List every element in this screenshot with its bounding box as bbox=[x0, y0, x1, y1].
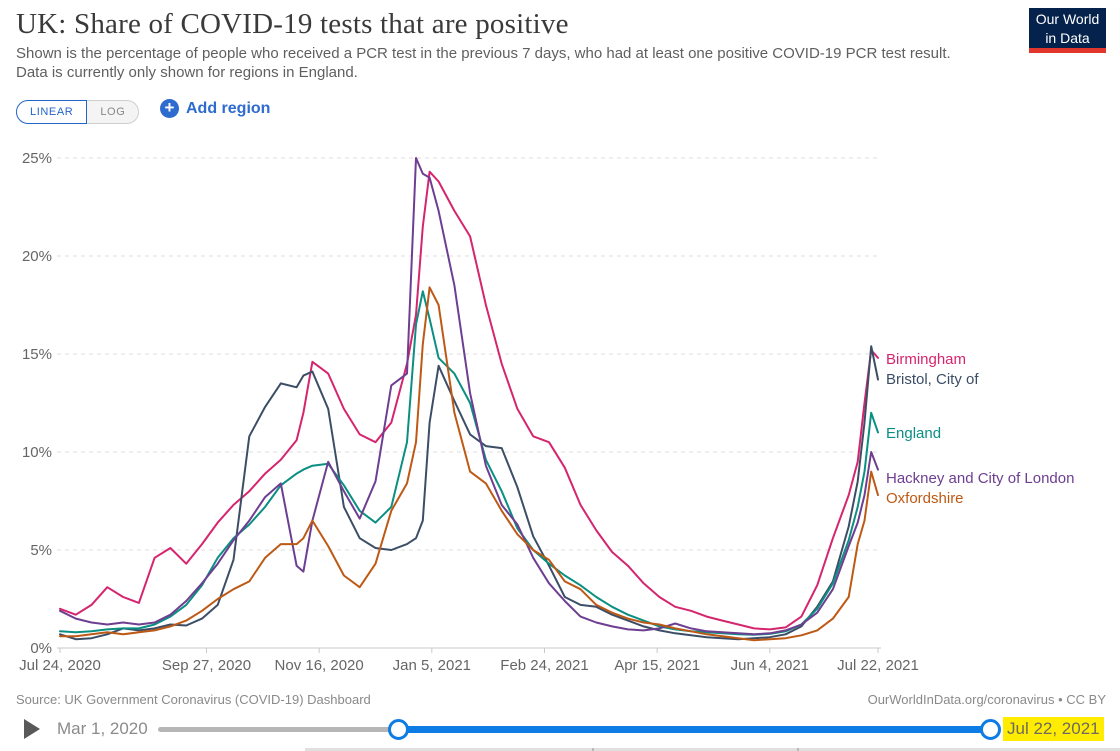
add-region-button[interactable]: Add region bbox=[160, 99, 270, 118]
legend-label-oxfordshire[interactable]: Oxfordshire bbox=[886, 490, 964, 507]
bottom-divider-sep bbox=[797, 748, 799, 751]
timeline-start-handle[interactable] bbox=[388, 719, 409, 740]
scale-toggle: LINEAR LOG bbox=[16, 100, 140, 124]
timeline-track-inactive[interactable] bbox=[158, 727, 398, 732]
legend-label-birmingham[interactable]: Birmingham bbox=[886, 351, 966, 368]
chart-subtitle: Shown is the percentage of people who re… bbox=[16, 44, 1006, 82]
x-axis-tick-label: Jun 4, 2021 bbox=[731, 657, 809, 674]
owid-logo[interactable]: Our World in Data bbox=[1029, 8, 1106, 53]
chart-plot-area[interactable]: 0% 5% 10% 15% 20% 25% Jul 24, 2020 Sep 27, 2020… bbox=[0, 0, 1120, 690]
x-axis-tick-label: Jan 5, 2021 bbox=[393, 657, 471, 674]
y-axis-tick-label: 20% bbox=[22, 248, 52, 265]
source-note: Source: UK Government Coronavirus (COVID… bbox=[16, 692, 371, 707]
x-axis-tick-label: Jul 22, 2021 bbox=[837, 657, 919, 674]
series-line-oxfordshire[interactable] bbox=[59, 286, 879, 642]
timeline-track-active[interactable] bbox=[397, 726, 989, 733]
timeline-start-date: Mar 1, 2020 bbox=[57, 719, 148, 738]
y-axis-tick-label: 15% bbox=[22, 346, 52, 363]
y-axis-tick-label: 5% bbox=[30, 542, 52, 559]
logo-line-1: Our World bbox=[1035, 11, 1100, 27]
log-scale-button[interactable]: LOG bbox=[87, 100, 140, 124]
series-line-bristol-city-of[interactable] bbox=[59, 345, 879, 641]
play-icon[interactable] bbox=[24, 719, 40, 739]
y-axis-tick-label: 0% bbox=[30, 640, 52, 657]
legend-label-bristol-city-of[interactable]: Bristol, City of bbox=[886, 371, 979, 388]
attribution-link[interactable]: OurWorldInData.org/coronavirus • CC BY bbox=[867, 692, 1106, 707]
linear-scale-button[interactable]: LINEAR bbox=[16, 100, 88, 124]
subtitle-line-2: Data is currently only shown for regions… bbox=[16, 64, 358, 81]
x-axis-tick-label: Feb 24, 2021 bbox=[500, 657, 588, 674]
y-axis-tick-label: 25% bbox=[22, 150, 52, 167]
series-line-hackney-and-city-of-london[interactable] bbox=[59, 157, 879, 636]
timeline-end-handle[interactable] bbox=[980, 719, 1001, 740]
timeline-end-date: Jul 22, 2021 bbox=[1003, 717, 1104, 741]
x-axis-tick-label: Jul 24, 2020 bbox=[19, 657, 101, 674]
y-axis-tick-label: 10% bbox=[22, 444, 52, 461]
series-line-birmingham[interactable] bbox=[59, 170, 879, 631]
subtitle-line-1: Shown is the percentage of people who re… bbox=[16, 45, 951, 62]
series-line-england[interactable] bbox=[59, 290, 879, 636]
x-axis-tick-label: Apr 15, 2021 bbox=[614, 657, 700, 674]
legend-label-england[interactable]: England bbox=[886, 425, 941, 442]
x-axis-tick-label: Nov 16, 2020 bbox=[275, 657, 364, 674]
add-region-label: Add region bbox=[186, 99, 271, 117]
page-title: UK: Share of COVID-19 tests that are pos… bbox=[16, 8, 569, 40]
logo-line-2: in Data bbox=[1045, 30, 1090, 46]
bottom-divider-sep bbox=[592, 748, 594, 751]
x-axis-tick-label: Sep 27, 2020 bbox=[162, 657, 251, 674]
bottom-divider bbox=[305, 748, 1120, 751]
plus-icon bbox=[160, 99, 179, 118]
legend-label-hackney-and-city-of-london[interactable]: Hackney and City of London bbox=[886, 470, 1074, 487]
